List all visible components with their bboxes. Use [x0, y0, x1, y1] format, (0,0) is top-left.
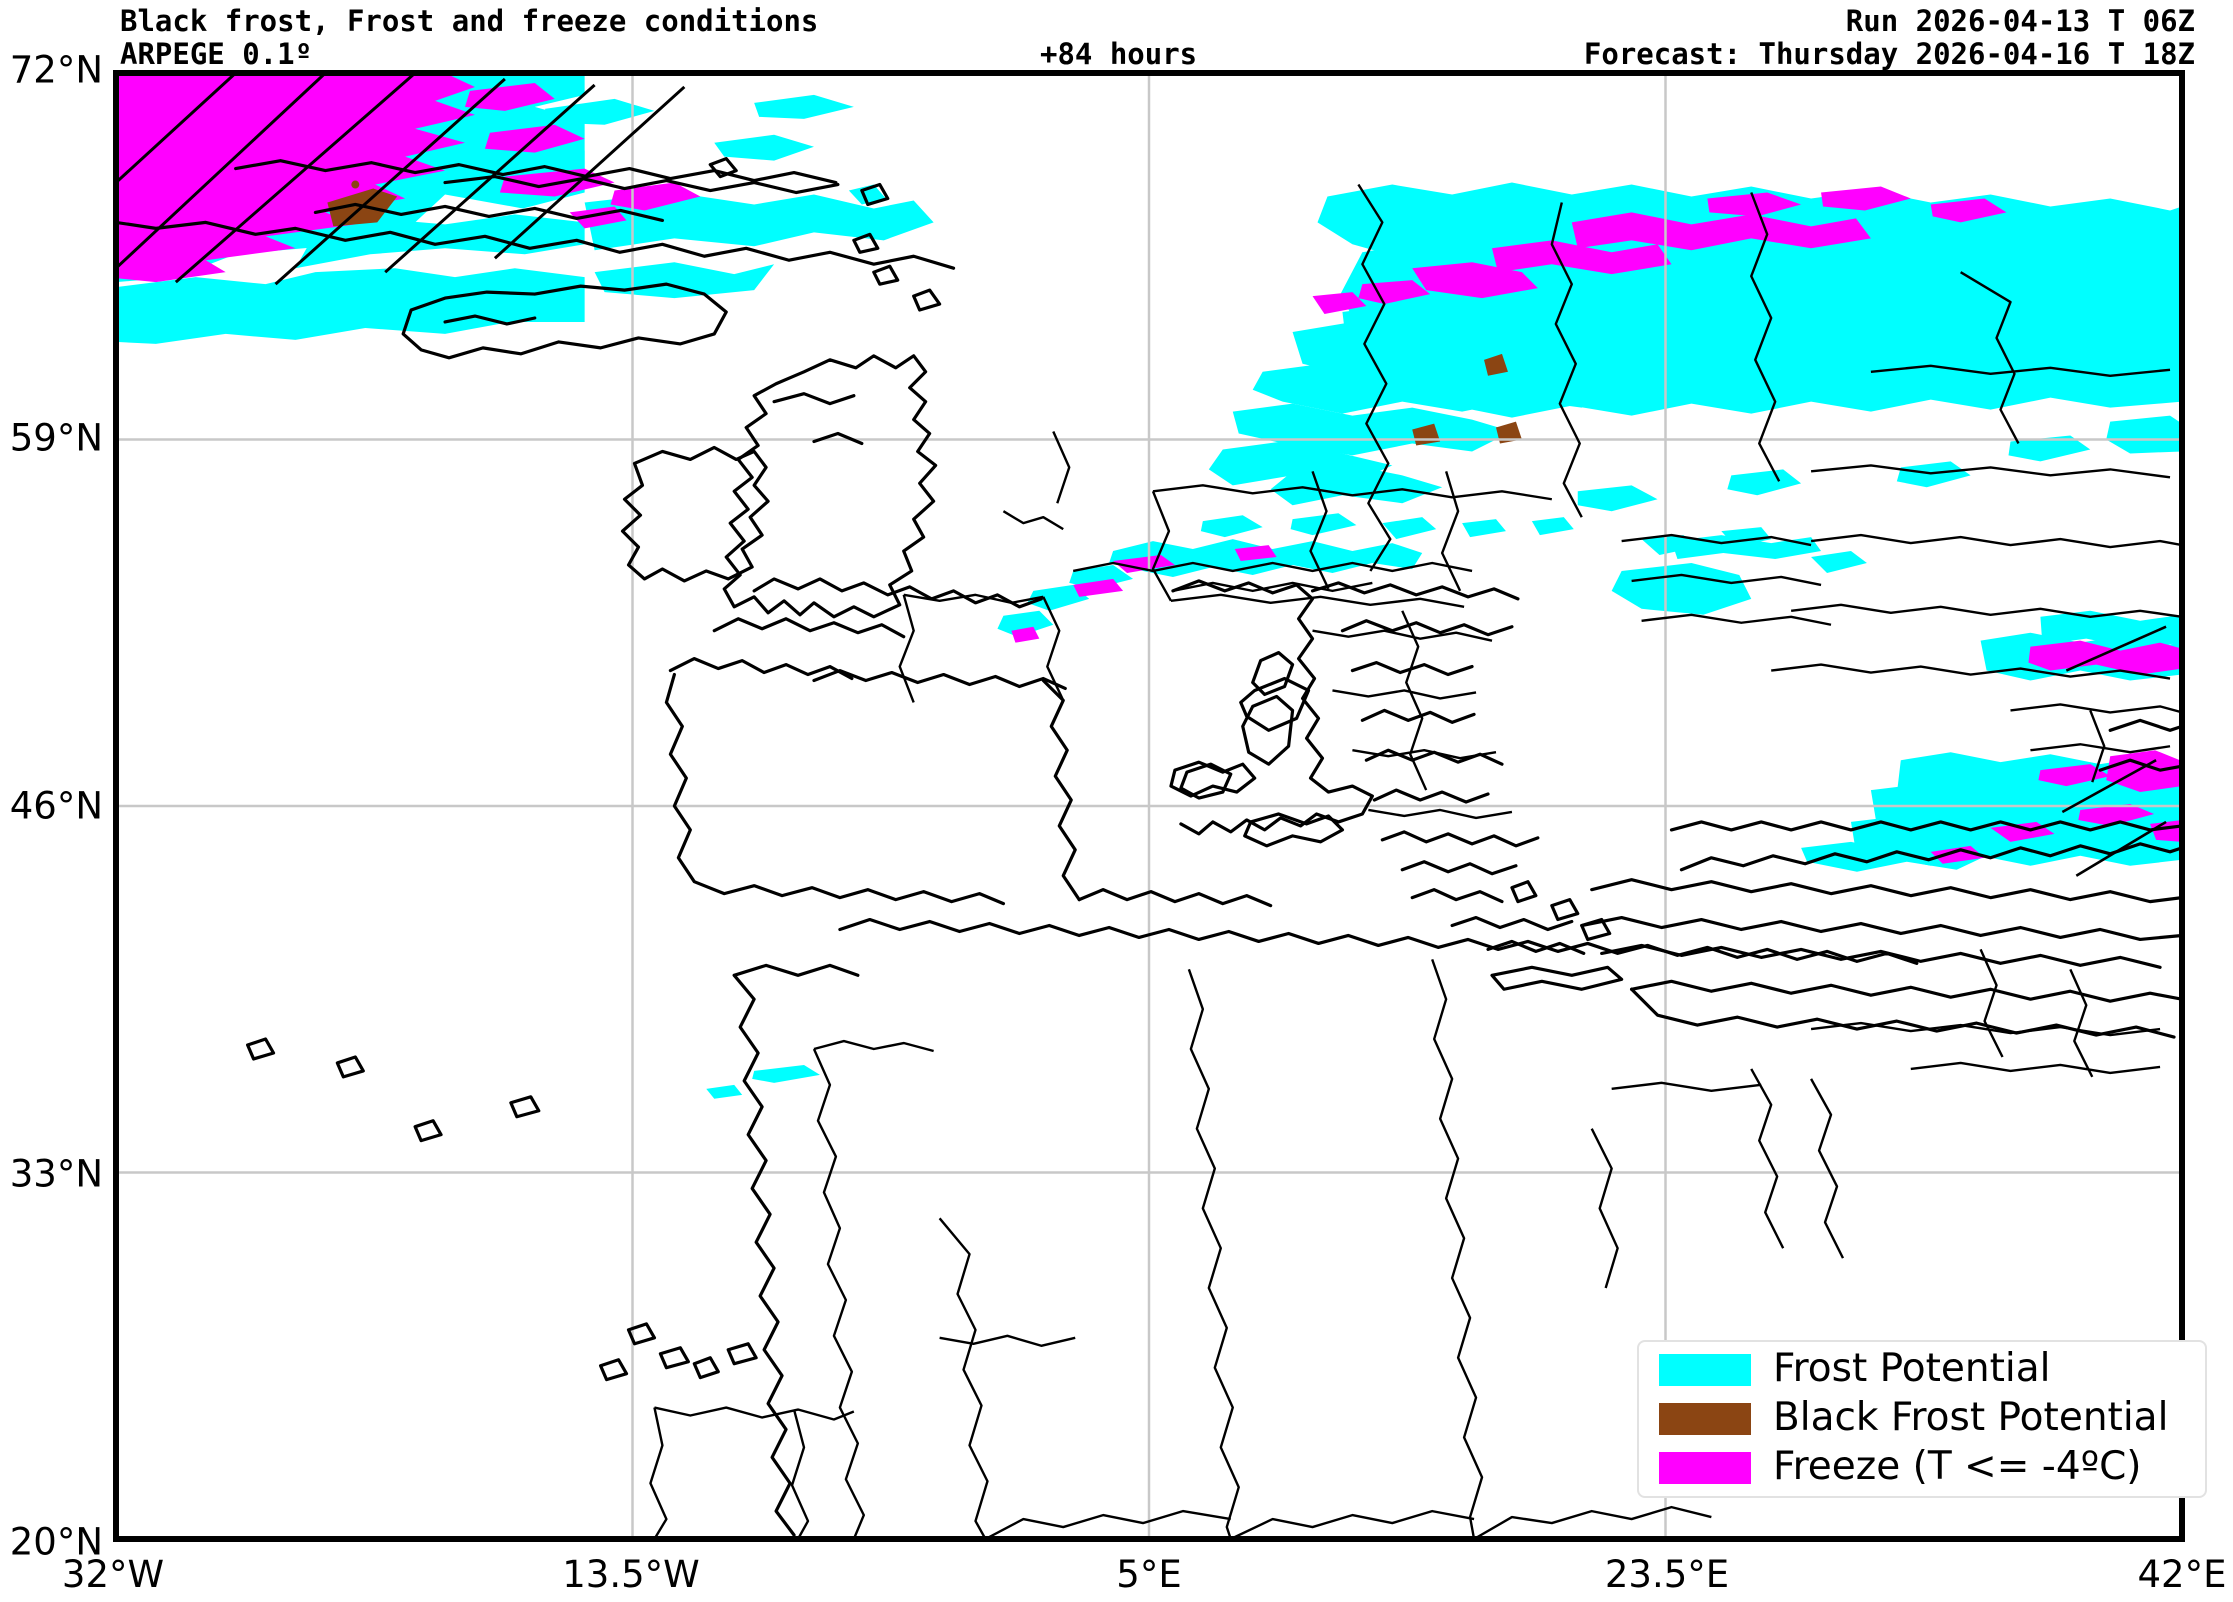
shade-black-frost-scandinavia [1412, 353, 1522, 446]
x-tick-42E: 42°E [2137, 1553, 2227, 1596]
legend-swatch-black-frost-potential [1659, 1403, 1751, 1435]
border-layer [649, 183, 2182, 1539]
legend-item-black-frost-potential: Black Frost Potential [1655, 1395, 2195, 1443]
shade-freeze-alps [1011, 545, 1277, 643]
grid-lines [116, 73, 2182, 1539]
map-plot-area [113, 70, 2185, 1542]
greenland-hatch [116, 73, 686, 286]
lead-time-label: +84 hours [1040, 37, 1198, 71]
forecast-label: Forecast: Thursday 2026-04-16 T 18Z [1583, 37, 2195, 71]
x-tick-5E: 5°E [1116, 1553, 1182, 1596]
page-title: Black frost, Frost and freeze conditions [120, 4, 819, 38]
legend-label-frost-potential: Frost Potential [1773, 1346, 2051, 1391]
legend-swatch-frost-potential [1659, 1354, 1751, 1386]
x-tick-13p5W: 13.5°W [562, 1553, 700, 1596]
run-time-label: Run 2026-04-13 T 06Z [1845, 4, 2195, 38]
forecast-map [116, 73, 2182, 1539]
shade-frost-atlas [706, 1064, 820, 1099]
x-tick-32W: 32°W [61, 1553, 165, 1596]
shade-freeze-scandinavia [1312, 186, 2007, 315]
legend-item-freeze: Freeze (T <= -4ºC) [1655, 1444, 2195, 1492]
y-tick-72N: 72°N [9, 48, 103, 92]
y-tick-59N: 59°N [9, 416, 103, 460]
x-tick-23p5E: 23.5°E [1604, 1553, 1730, 1596]
map-legend: Frost Potential Black Frost Potential Fr… [1637, 1340, 2207, 1498]
model-label: ARPEGE 0.1º [120, 37, 313, 71]
header: Black frost, Frost and freeze conditions… [0, 0, 2233, 72]
legend-label-freeze: Freeze (T <= -4ºC) [1773, 1444, 2142, 1489]
y-tick-46N: 46°N [9, 784, 103, 828]
y-tick-33N: 33°N [9, 1152, 103, 1196]
legend-label-black-frost-potential: Black Frost Potential [1773, 1395, 2169, 1440]
y-tick-20N: 20°N [9, 1520, 103, 1564]
legend-item-frost-potential: Frost Potential [1655, 1346, 2195, 1394]
caucasus-hatch [2061, 625, 2167, 877]
legend-swatch-freeze [1659, 1452, 1751, 1484]
